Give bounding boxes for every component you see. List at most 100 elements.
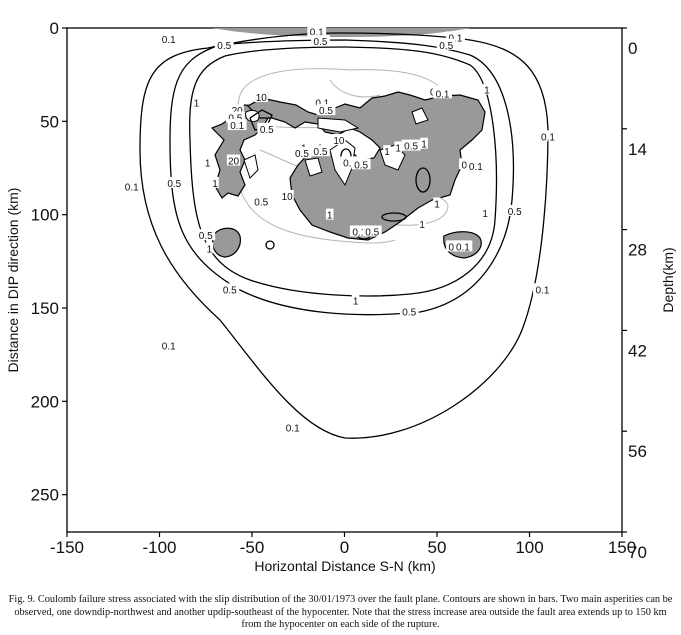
contour-label-bg (538, 130, 558, 142)
contour-label: 0.1 (541, 132, 555, 143)
y2-axis-title: Depth(km) (660, 247, 676, 312)
contour-label: 0.5 (295, 149, 309, 160)
contour-label: 0.1 (162, 35, 176, 46)
contour-label-bg (349, 225, 369, 237)
contour-label: 1 (194, 99, 200, 110)
contour-label: 1 (434, 199, 440, 210)
contour-label: 0.1 (286, 423, 300, 434)
hole-4 (304, 157, 323, 177)
x-tick-label: -100 (142, 538, 176, 557)
contour-label-bg (316, 104, 336, 116)
contour-figure: 0.10.50.10.50.10.50.10.10.50.50.10.10.51… (5, 19, 676, 574)
contour-label-bg (453, 240, 473, 252)
contour-label-bg (325, 208, 334, 220)
contour-label-bg (433, 197, 441, 209)
contour-label: 1 (421, 140, 427, 151)
small-contour-2 (381, 212, 407, 222)
contour-label-bg (292, 147, 312, 159)
small-contour-6 (249, 109, 273, 131)
y-tick-label: 150 (31, 299, 59, 318)
hole-5 (411, 107, 429, 125)
contour-label: 0.5 (439, 41, 453, 52)
contour-label-bg (418, 218, 426, 229)
contour-label: 0.5 (217, 41, 231, 52)
contour-1 (189, 46, 498, 297)
contour-label-bg (196, 229, 216, 241)
contour-label: 0.5 (404, 142, 418, 153)
contour-label-bg (280, 190, 294, 201)
y-axis-title: Distance in DIP direction (km) (5, 188, 21, 373)
contour-label-bg (466, 160, 486, 172)
x-tick-label: 100 (515, 538, 543, 557)
contour-label-bg (332, 134, 346, 145)
contour-label-bg (362, 225, 382, 237)
contour-label: 0.5 (254, 198, 268, 209)
contour-label: 0.5 (354, 160, 368, 171)
y2-tick-label: 14 (628, 140, 647, 159)
contour-label: 0.5 (260, 125, 274, 136)
y2-tick-label: 42 (628, 341, 647, 360)
contour-label-bg (192, 96, 201, 108)
contour-label-bg (401, 139, 421, 151)
contour-label: 0.5 (508, 207, 522, 218)
x-tick-label: 0 (340, 538, 349, 557)
contour-label-bg (205, 242, 214, 254)
contour-label: 0.1 (436, 89, 450, 100)
contour-label-bg (220, 283, 240, 295)
contour-label: 0.5 (365, 227, 379, 238)
contour-label: 1 (419, 220, 425, 231)
contour-label: 20 (228, 157, 240, 168)
contour-label: 0.1 (230, 121, 244, 132)
contour-label-bg (300, 141, 308, 153)
contour-label-bg (446, 31, 465, 43)
contour-label-bg (311, 35, 330, 47)
contour-label-bg (433, 87, 452, 99)
contour-label-bg (159, 339, 179, 351)
contour-label: 0.1 (449, 33, 463, 44)
contour-label: 0.1 (162, 341, 176, 352)
y2-tick-label: 70 (628, 543, 647, 562)
contour-label: 1 (395, 143, 401, 154)
contour-labels: 0.10.50.10.50.10.50.10.10.50.50.10.10.51… (122, 25, 558, 434)
contour-label: 1 (353, 297, 359, 308)
contour-label-bg (214, 38, 234, 50)
contour-label: 0.5 (319, 106, 333, 117)
contour-label-bg (399, 305, 419, 317)
contour-label-bg (311, 145, 330, 157)
contour-label: 0.1 (352, 227, 366, 238)
asperity-south-west (212, 227, 241, 258)
contour-label-bg (211, 176, 219, 188)
figure-caption: Fig. 9. Coulomb failure stress associate… (8, 594, 673, 630)
contour-label: 0.1 (310, 28, 324, 39)
x-tick-label: 50 (428, 538, 447, 557)
contour-label: 0.5 (402, 308, 416, 319)
y-axis-right: 0 14 28 42 56 70 (622, 27, 647, 562)
contour-label: 0.5 (199, 231, 213, 242)
contour-label-bg (420, 137, 428, 149)
contour-label: 1 (384, 147, 390, 158)
y2-tick-label: 28 (628, 241, 647, 260)
y-tick-label: 200 (31, 392, 59, 411)
contour-label-bg (230, 104, 244, 116)
y-tick-label: 50 (40, 112, 59, 131)
x-tick-label: 150 (608, 538, 636, 557)
hole-1 (317, 117, 360, 133)
x-axis-title: Horizontal Distance S-N (km) (254, 558, 435, 574)
small-contour-1 (415, 167, 431, 193)
y-axis-left: 0 50 100 150 200 250 (31, 19, 67, 505)
contour-label-bg (254, 91, 268, 103)
contour-label: 1 (482, 209, 488, 220)
contour-label-bg (159, 33, 179, 45)
contour-label: 0.1 (456, 242, 470, 253)
y-tick-label: 250 (31, 486, 59, 505)
contour-label: 0.1 (469, 162, 483, 173)
contour-label: 1 (212, 179, 218, 190)
contour-label-bg (122, 180, 142, 192)
contour-label-bg (436, 38, 456, 50)
contour-label: 10 (282, 192, 294, 203)
y-tick-label: 100 (31, 206, 59, 225)
hole-7 (243, 154, 259, 179)
y-tick-label: 0 (50, 19, 59, 38)
contour-label-bg (251, 195, 271, 207)
contour-label: 0.5 (223, 285, 237, 296)
